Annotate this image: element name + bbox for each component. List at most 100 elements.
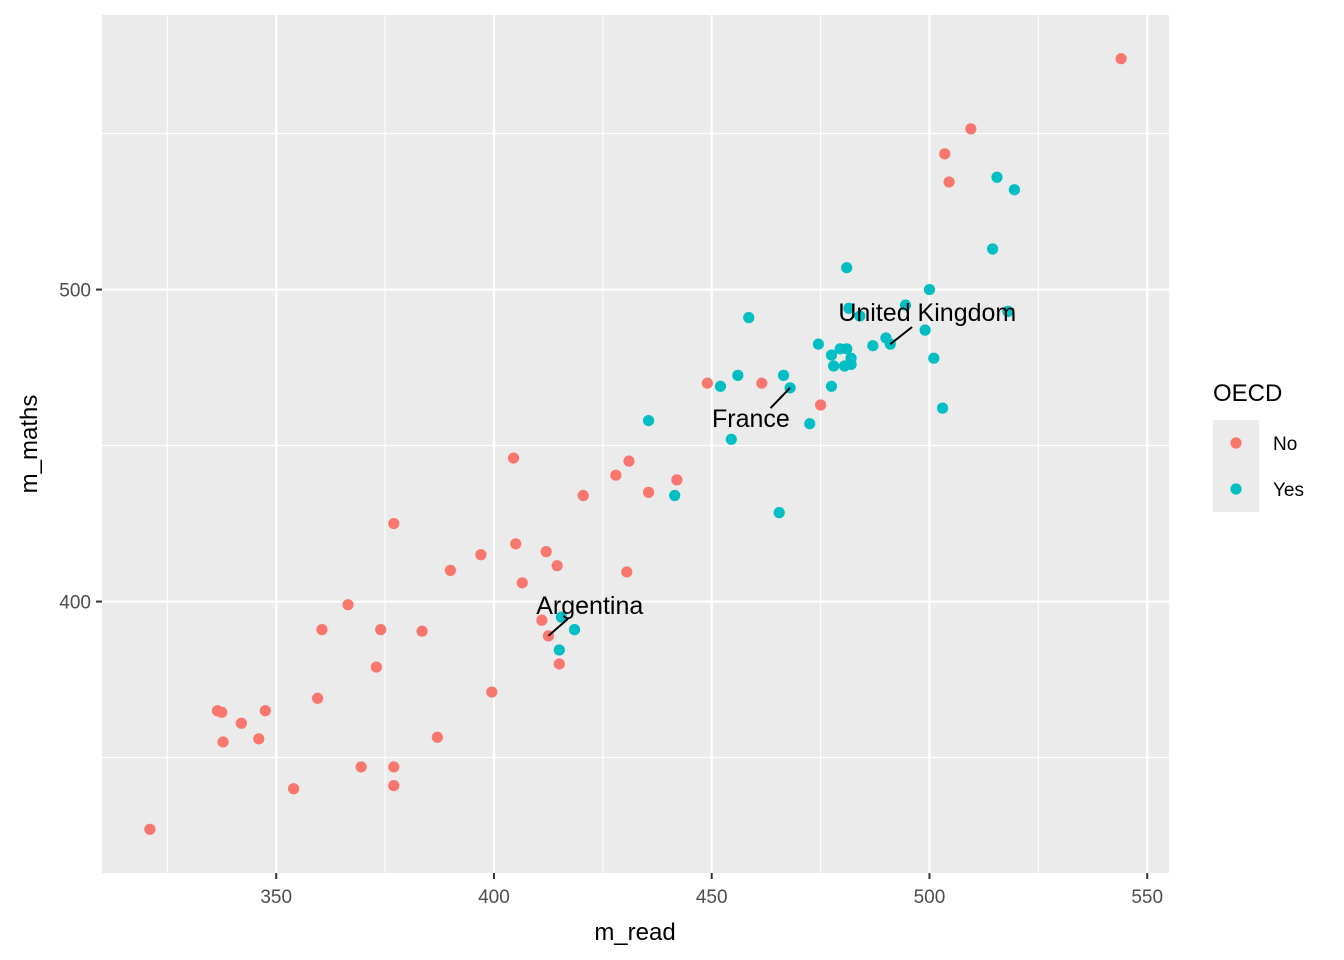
- data-point-yes: [669, 489, 681, 502]
- data-point-yes: [553, 644, 565, 656]
- data-point-no: [507, 452, 520, 464]
- x-tick-label: 500: [914, 887, 946, 908]
- data-point-no: [342, 599, 354, 611]
- data-point-no: [551, 560, 563, 572]
- data-point-yes: [812, 338, 825, 350]
- data-point-yes: [987, 243, 999, 255]
- data-point-no: [623, 455, 635, 467]
- data-point-no: [516, 577, 528, 589]
- data-point-no: [388, 761, 400, 773]
- x-tick-label: 450: [696, 887, 728, 908]
- legend-label: No: [1273, 434, 1297, 455]
- y-tick-label: 500: [59, 281, 91, 302]
- y-tick-label: 400: [59, 593, 91, 614]
- data-point-yes: [923, 283, 936, 296]
- data-point-no: [610, 469, 622, 481]
- data-point-no: [553, 658, 565, 670]
- data-point-no: [701, 377, 713, 389]
- data-point-yes: [568, 624, 581, 636]
- data-point-yes: [828, 360, 840, 372]
- data-point-no: [486, 686, 498, 698]
- data-point-yes: [825, 349, 838, 361]
- data-point-yes: [991, 171, 1003, 183]
- data-point-no: [416, 625, 428, 637]
- legend-key-yes: [1230, 483, 1242, 495]
- data-point-yes: [1008, 184, 1020, 196]
- annotation-label: France: [712, 405, 790, 433]
- data-point-yes: [777, 369, 790, 381]
- legend: OECD No Yes: [1213, 380, 1304, 512]
- data-point-no: [943, 176, 955, 188]
- data-point-yes: [725, 433, 737, 445]
- data-point-no: [939, 148, 951, 160]
- plot-panel: [102, 15, 1169, 873]
- data-point-no: [388, 780, 400, 792]
- data-point-yes: [642, 415, 655, 427]
- data-point-yes: [899, 299, 912, 311]
- data-point-no: [814, 399, 827, 411]
- data-point-no: [355, 761, 367, 773]
- data-point-yes: [928, 352, 940, 364]
- annotation-leader-line: [547, 617, 569, 637]
- data-point-no: [311, 692, 324, 704]
- annotation-leader-line: [769, 387, 791, 409]
- data-point-no: [235, 717, 247, 729]
- data-point-yes: [843, 302, 855, 314]
- data-point-no: [475, 549, 487, 561]
- data-point-yes: [773, 507, 785, 519]
- data-point-no: [288, 783, 300, 795]
- data-point-no: [216, 706, 228, 718]
- data-point-no: [577, 489, 589, 502]
- annotations: United Kingdom France Argentina: [536, 299, 1016, 637]
- x-tick-label: 350: [260, 887, 292, 908]
- x-tick-label: 400: [478, 887, 510, 908]
- x-tick-label: 550: [1131, 887, 1163, 908]
- data-point-yes: [867, 340, 879, 352]
- data-point-no: [510, 538, 522, 550]
- data-point-no: [671, 474, 683, 486]
- annotation-label: United Kingdom: [838, 299, 1016, 327]
- data-point-no: [259, 705, 271, 717]
- legend-keys: No Yes: [1213, 420, 1304, 512]
- data-point-yes: [714, 380, 727, 392]
- y-axis: 400 500: [59, 281, 102, 614]
- minor-gridlines: [102, 15, 1169, 873]
- data-point-no: [642, 486, 655, 498]
- data-point-yes: [936, 402, 949, 414]
- legend-title: OECD: [1213, 380, 1282, 407]
- legend-key-no: [1230, 437, 1242, 449]
- x-axis-title: m_read: [594, 919, 675, 946]
- data-point-yes: [841, 262, 853, 274]
- data-point-yes: [804, 418, 816, 430]
- data-point-no: [431, 731, 443, 743]
- y-axis-title: m_maths: [16, 395, 43, 494]
- data-point-yes: [854, 310, 866, 322]
- data-point-no: [536, 614, 548, 626]
- legend-label: Yes: [1273, 480, 1304, 501]
- data-point-yes: [743, 312, 755, 324]
- data-points: [144, 53, 1127, 835]
- data-point-yes: [1002, 305, 1014, 317]
- data-point-no: [144, 823, 156, 835]
- data-point-no: [756, 377, 768, 389]
- data-point-no: [1115, 53, 1127, 65]
- data-point-no: [388, 517, 400, 530]
- data-point-yes: [825, 380, 838, 392]
- data-point-no: [375, 624, 387, 636]
- data-point-no: [965, 123, 977, 135]
- data-point-no: [621, 566, 633, 578]
- data-point-yes: [555, 611, 568, 623]
- data-point-no: [316, 624, 328, 636]
- data-point-no: [540, 546, 552, 558]
- data-point-no: [370, 661, 382, 673]
- data-point-no: [217, 736, 229, 748]
- annotation-leader-line: [889, 326, 913, 345]
- data-point-yes: [845, 352, 857, 364]
- data-point-no: [253, 733, 265, 745]
- data-point-yes: [732, 369, 744, 381]
- data-point-yes: [919, 324, 931, 336]
- major-gridlines: [102, 15, 1169, 873]
- data-point-yes: [841, 343, 853, 355]
- x-axis: 350 400 450 500 550: [260, 873, 1163, 908]
